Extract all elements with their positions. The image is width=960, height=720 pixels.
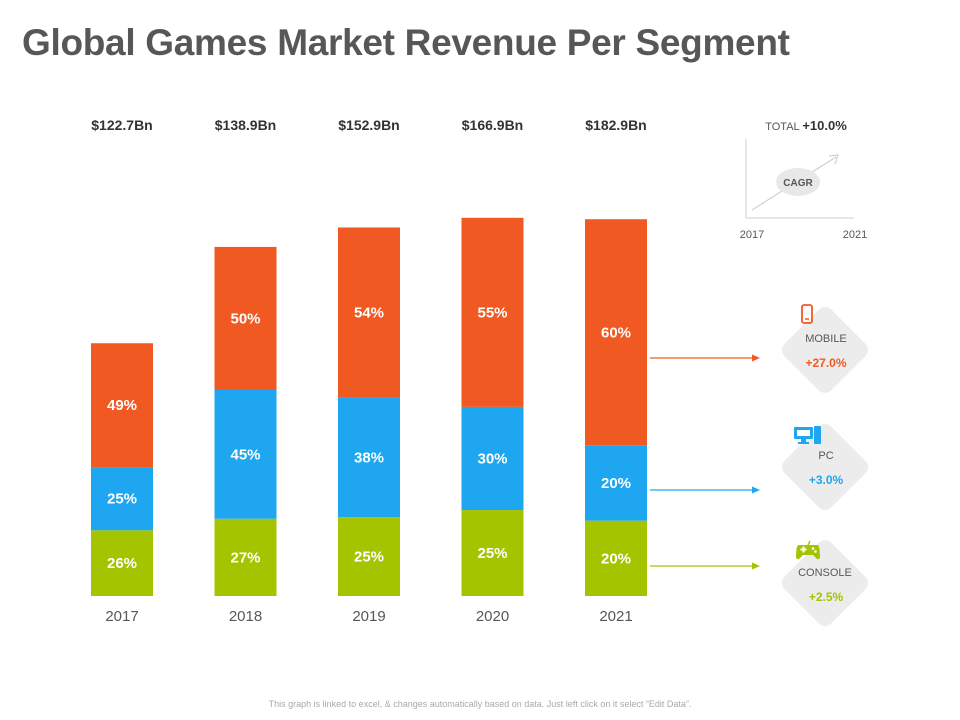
segment-mobile: MOBILE +27.0% — [650, 304, 868, 393]
bar-mobile-2019 — [338, 227, 400, 398]
connector-arrow-console — [752, 562, 760, 570]
data-label-console-2019: 25% — [354, 549, 384, 566]
data-label-console-2021: 20% — [601, 550, 631, 567]
bar-console-2018 — [214, 518, 277, 596]
x-tick-2019: 2019 — [352, 608, 385, 625]
bar-console-2021 — [585, 520, 647, 596]
gamepad-icon — [796, 540, 820, 560]
segment-diamond-console — [782, 540, 868, 626]
data-label-pc-2019: 38% — [354, 449, 384, 466]
data-label-pc-2018: 45% — [230, 446, 260, 463]
total-label-2019: $152.9Bn — [338, 117, 399, 133]
cagr-badge-label: CAGR — [783, 178, 813, 189]
data-label-console-2018: 27% — [230, 549, 260, 566]
data-label-console-2020: 25% — [477, 545, 507, 562]
segment-growth-console: +2.5% — [809, 590, 844, 604]
cagr-x-tick-start: 2017 — [740, 229, 764, 241]
segment-pc: PC +3.0% — [650, 424, 868, 510]
cagr-total: TOTAL +10.0% — [765, 118, 847, 133]
total-label-2020: $166.9Bn — [462, 117, 523, 133]
segment-growth-pc: +3.0% — [809, 473, 844, 487]
bar-pc-2021 — [585, 445, 647, 521]
bar-pc-2019 — [338, 397, 400, 518]
bar-mobile-2021 — [585, 219, 647, 446]
cagr-total-value: +10.0% — [802, 118, 847, 133]
total-label-2021: $182.9Bn — [585, 117, 646, 133]
segment-name-pc: PC — [818, 450, 833, 462]
bar-pc-2017 — [91, 467, 153, 531]
cagr-badge — [776, 168, 820, 196]
bar-mobile-2020 — [461, 217, 524, 407]
bar-mobile-2017 — [91, 343, 153, 468]
segment-name-mobile: MOBILE — [805, 333, 847, 345]
cagr-mini-chart: CAGR TOTAL +10.0% 2017 2021 — [740, 118, 867, 241]
data-label-console-2017: 26% — [107, 555, 137, 572]
data-label-pc-2020: 30% — [477, 450, 507, 467]
connector-arrow-mobile — [752, 354, 760, 362]
page-title: Global Games Market Revenue Per Segment — [22, 22, 790, 63]
bar-console-2019 — [338, 517, 400, 596]
data-label-pc-2017: 25% — [107, 491, 137, 508]
x-tick-2020: 2020 — [476, 608, 509, 625]
data-label-pc-2021: 20% — [601, 475, 631, 492]
data-label-mobile-2017: 49% — [107, 397, 137, 414]
data-label-mobile-2021: 60% — [601, 324, 631, 341]
cagr-total-label: TOTAL — [765, 121, 802, 133]
bar-console-2020 — [461, 510, 524, 596]
segment-diamond-pc — [782, 424, 868, 510]
cagr-trend-arrow — [828, 154, 839, 165]
x-tick-2017: 2017 — [105, 608, 138, 625]
x-tick-2018: 2018 — [229, 608, 262, 625]
cagr-x-tick-end: 2021 — [843, 229, 867, 241]
segment-growth-mobile: +27.0% — [805, 356, 846, 370]
bar-pc-2018 — [214, 389, 277, 519]
total-label-2017: $122.7Bn — [91, 117, 152, 133]
connector-arrow-pc — [752, 486, 760, 494]
bar-console-2017 — [91, 530, 153, 596]
desktop-computer-icon — [794, 426, 821, 444]
segment-name-console: CONSOLE — [798, 567, 852, 579]
data-label-mobile-2018: 50% — [230, 310, 260, 327]
data-label-mobile-2020: 55% — [477, 304, 507, 321]
x-tick-2021: 2021 — [599, 608, 632, 625]
segment-diamond-mobile — [782, 307, 868, 393]
mobile-phone-icon — [801, 304, 813, 324]
bar-mobile-2018 — [214, 246, 277, 390]
footer-note: This graph is linked to excel, & changes… — [268, 699, 692, 709]
bar-pc-2020 — [461, 406, 524, 511]
data-label-mobile-2019: 54% — [354, 305, 384, 322]
total-label-2018: $138.9Bn — [215, 117, 276, 133]
segment-console: CONSOLE +2.5% — [650, 540, 868, 626]
